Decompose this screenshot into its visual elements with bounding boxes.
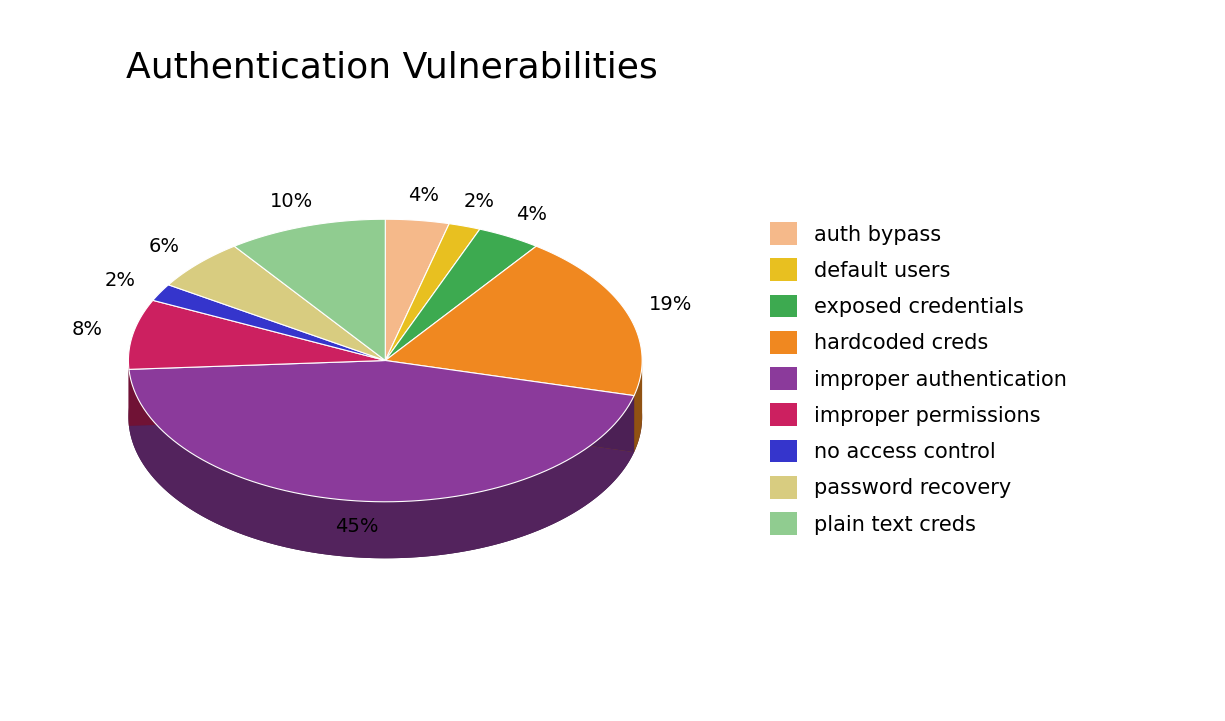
Text: Authentication Vulnerabilities: Authentication Vulnerabilities (126, 50, 658, 84)
Polygon shape (129, 369, 635, 558)
Polygon shape (386, 246, 642, 396)
Polygon shape (386, 229, 537, 360)
Polygon shape (129, 360, 635, 502)
Text: 2%: 2% (104, 270, 135, 290)
Polygon shape (386, 219, 450, 360)
Text: 6%: 6% (149, 237, 180, 256)
Text: 8%: 8% (72, 320, 103, 339)
Polygon shape (153, 285, 386, 360)
Legend: auth bypass, default users, exposed credentials, hardcoded creds, improper authe: auth bypass, default users, exposed cred… (771, 222, 1067, 535)
Polygon shape (129, 360, 386, 426)
Text: 2%: 2% (463, 193, 495, 211)
Text: 4%: 4% (408, 185, 439, 205)
Polygon shape (129, 360, 386, 426)
Text: 19%: 19% (649, 295, 692, 314)
Polygon shape (129, 301, 386, 369)
Polygon shape (234, 219, 386, 360)
Text: 45%: 45% (334, 517, 379, 536)
Polygon shape (635, 362, 642, 452)
Polygon shape (168, 246, 386, 360)
Text: 4%: 4% (516, 205, 546, 224)
Text: 10%: 10% (270, 193, 314, 211)
Polygon shape (386, 360, 635, 452)
Polygon shape (129, 275, 642, 558)
Polygon shape (386, 224, 480, 360)
Polygon shape (386, 360, 635, 452)
